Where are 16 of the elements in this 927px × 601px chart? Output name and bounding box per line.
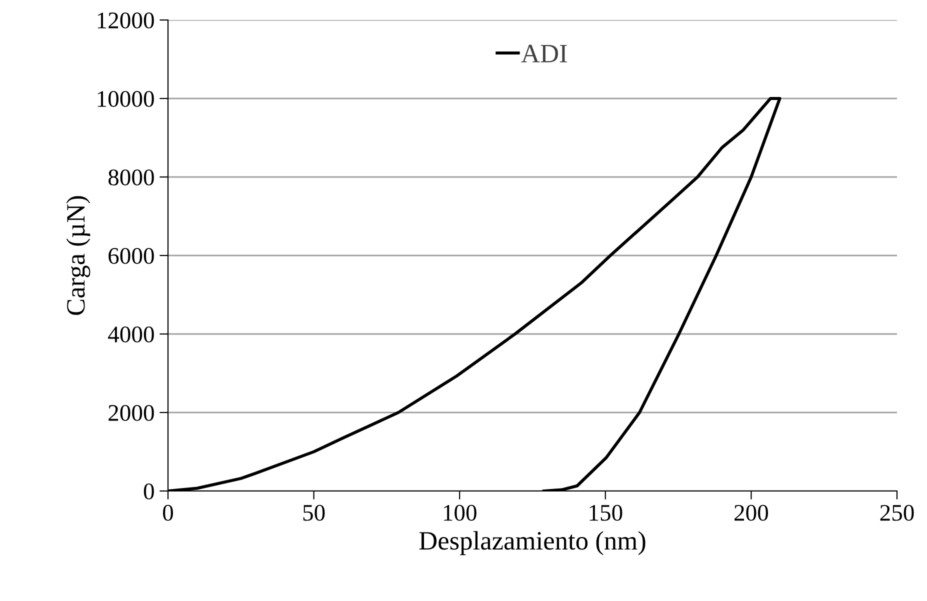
y-tick-label: 4000	[108, 326, 154, 342]
y-tick-label: 10000	[98, 90, 154, 107]
x-tick-label: 250	[880, 504, 914, 521]
x-tick-label: 150	[590, 504, 622, 521]
y-tick-label: 0	[144, 483, 154, 500]
x-tick-label: 200	[734, 504, 768, 521]
x-tick-label: 100	[444, 504, 476, 521]
y-tick-label: 8000	[108, 169, 154, 186]
y-tick-label: 6000	[108, 248, 154, 264]
x-axis-title: Desplazamiento (nm)	[419, 531, 646, 556]
y-tick-label: 12000	[98, 12, 154, 28]
legend-label: ADI	[521, 44, 567, 62]
x-tick-label: 0	[162, 504, 174, 521]
x-tick-label: 50	[303, 504, 325, 521]
y-axis-title: Carga (µN)	[66, 196, 90, 315]
y-tick-label: 2000	[108, 404, 154, 421]
